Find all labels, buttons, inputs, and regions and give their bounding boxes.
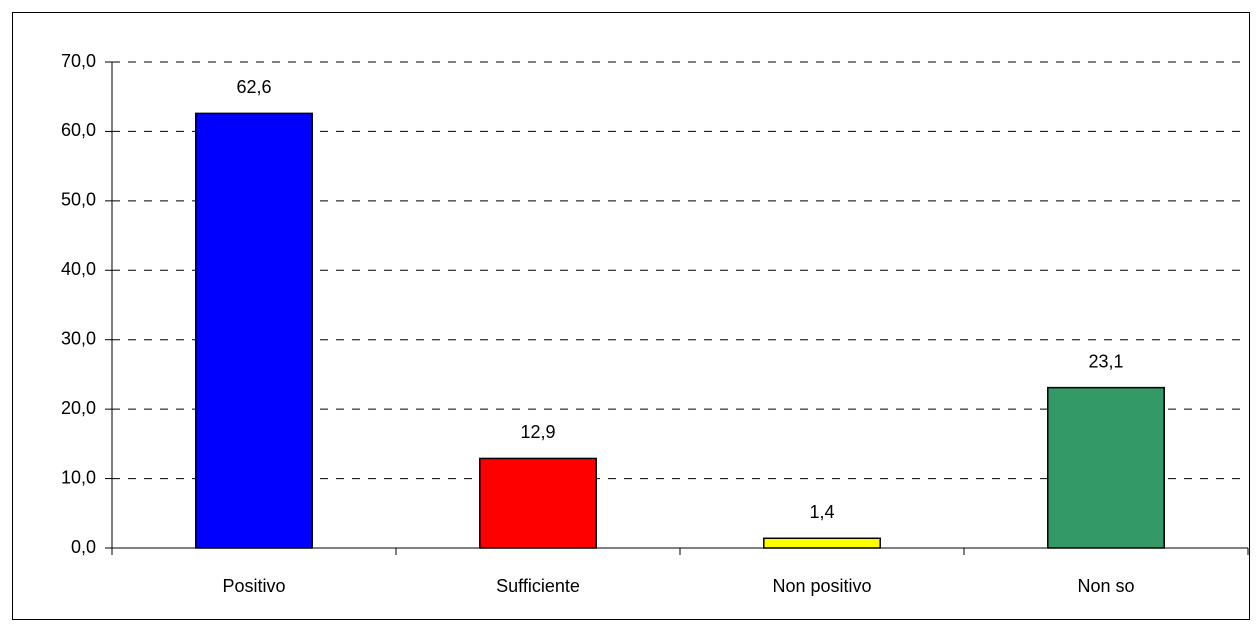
value-label: 1,4 xyxy=(809,502,834,522)
x-tick-label: Non so xyxy=(1077,576,1134,596)
bar xyxy=(479,457,597,549)
value-label: 23,1 xyxy=(1088,351,1123,371)
y-tick-label: 50,0 xyxy=(61,190,96,210)
y-tick-label: 60,0 xyxy=(61,120,96,140)
bar xyxy=(763,537,881,549)
y-tick-label: 40,0 xyxy=(61,259,96,279)
y-tick-label: 0,0 xyxy=(71,537,96,557)
bar xyxy=(195,112,313,549)
x-tick-label: Positivo xyxy=(222,576,285,596)
x-tick-label: Sufficiente xyxy=(496,576,580,596)
x-tick-label: Non positivo xyxy=(772,576,871,596)
bar xyxy=(1047,386,1165,549)
value-label: 12,9 xyxy=(520,422,555,442)
y-tick-label: 70,0 xyxy=(61,51,96,71)
y-tick-label: 10,0 xyxy=(61,467,96,487)
y-tick-label: 20,0 xyxy=(61,398,96,418)
y-tick-label: 30,0 xyxy=(61,328,96,348)
value-label: 62,6 xyxy=(236,77,271,97)
